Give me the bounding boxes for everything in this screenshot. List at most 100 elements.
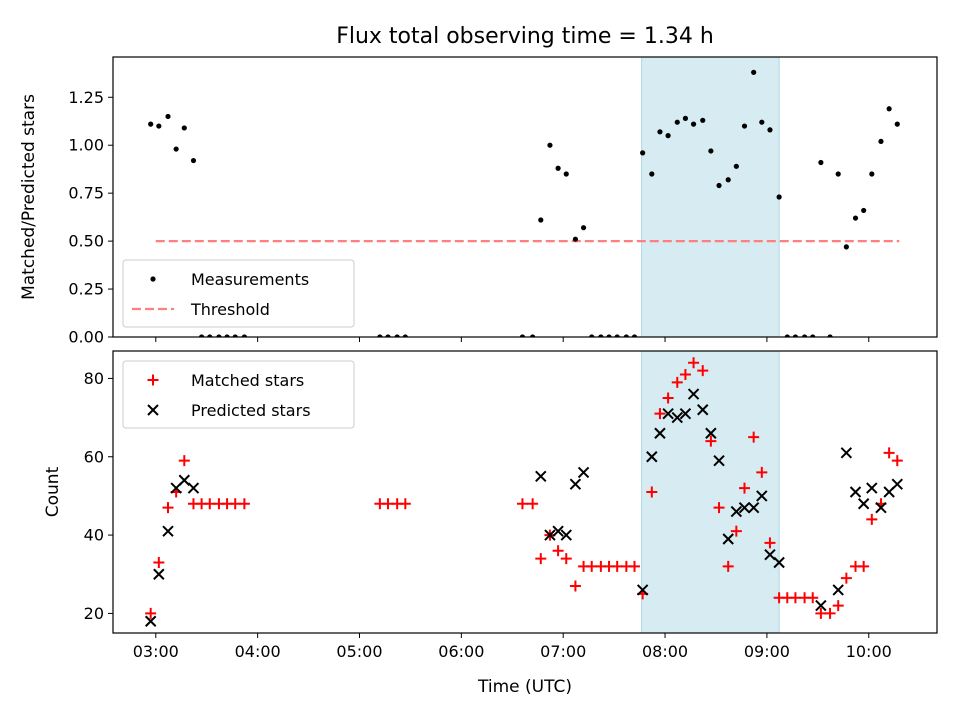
y-tick-label: 40: [84, 526, 104, 545]
matched-star-mark: [738, 482, 750, 494]
predicted-star-mark: [773, 556, 785, 569]
measurement-point: [190, 157, 197, 164]
series-predicted-stars: [144, 388, 903, 627]
predicted-star-mark: [756, 490, 768, 502]
matched-star-mark: [891, 455, 903, 467]
matched-star-mark: [399, 498, 411, 510]
matched-star-mark: [178, 455, 190, 467]
matched-star-mark: [671, 376, 683, 388]
matched-star-mark: [722, 560, 734, 572]
matched-star-mark: [586, 560, 598, 572]
legend: Matched stars Predicted stars: [122, 360, 355, 429]
x-tick-label: 06:00: [438, 642, 484, 661]
predicted-star-mark: [544, 529, 556, 541]
predicted-star-mark: [747, 501, 760, 514]
predicted-star-mark: [815, 599, 827, 612]
measurement-point: [649, 171, 655, 177]
plot-area: [144, 351, 903, 633]
matched-star-mark: [238, 498, 250, 510]
matched-star-mark: [858, 560, 870, 572]
measurement-point: [580, 225, 587, 231]
legend-box: [122, 259, 355, 328]
measurement-point: [377, 334, 383, 337]
predicted-star-mark: [722, 533, 734, 545]
predicted-star-mark: [832, 584, 844, 596]
measurement-point: [725, 177, 731, 183]
measurement-point: [818, 159, 824, 166]
predicted-star-mark: [662, 407, 674, 420]
matched-star-mark: [569, 580, 581, 592]
matched-star-mark: [662, 392, 674, 404]
predicted-star-mark: [153, 568, 165, 580]
legend-label: Matched stars: [191, 371, 304, 390]
measurement-point: [402, 334, 408, 337]
predicted-star-mark: [569, 478, 582, 490]
matched-star-mark: [688, 357, 700, 369]
y-tick-label: 0.00: [68, 328, 104, 347]
measurement-point: [886, 106, 892, 112]
x-tick-label: 08:00: [642, 642, 688, 661]
predicted-star-mark: [646, 451, 658, 463]
predicted-star-mark: [560, 529, 572, 541]
measurement-point: [394, 334, 400, 337]
legend-label: Threshold: [190, 300, 270, 319]
measurement-point: [690, 121, 697, 127]
measurement-point: [148, 121, 154, 127]
legend-matched-marker: [147, 374, 159, 386]
predicted-star-mark: [891, 478, 903, 490]
matched-star-mark: [162, 502, 174, 514]
measurement-point: [614, 334, 620, 337]
predicted-star-mark: [730, 505, 743, 518]
plot-area: [148, 57, 900, 337]
measurement-point: [716, 182, 722, 189]
matched-star-mark: [229, 498, 241, 510]
measurement-point: [224, 334, 230, 337]
x-tick-label: 05:00: [336, 642, 382, 661]
axes-frame: [112, 350, 938, 634]
matched-star-mark: [807, 592, 819, 604]
y-tick-label: 1.25: [68, 88, 104, 107]
matched-star-mark: [756, 466, 768, 478]
predicted-star-mark: [713, 454, 725, 467]
predicted-star-mark: [857, 498, 870, 510]
measurement-point: [894, 121, 900, 127]
y-tick-label: 0.25: [68, 280, 104, 299]
matched-star-mark: [730, 525, 742, 537]
matched-star-mark: [713, 502, 725, 514]
measurement-point: [241, 334, 247, 337]
predicted-star-mark: [738, 501, 751, 514]
predicted-star-mark: [697, 404, 709, 416]
predicted-star-mark: [679, 407, 692, 420]
matched-star-mark: [145, 607, 157, 619]
panel-1: 0.00 0.25 0.50 0.75 1.00 1.25 Matched/Predicte…: [19, 56, 938, 347]
measurement-point: [792, 334, 799, 337]
measurement-point: [665, 133, 671, 139]
predicted-star-mark: [764, 548, 776, 561]
measurement-point: [784, 334, 790, 337]
predicted-star-mark: [654, 427, 666, 439]
predicted-star-mark: [187, 482, 200, 494]
measurement-point: [657, 129, 663, 135]
measurement-point: [173, 146, 179, 152]
measurement-point: [538, 217, 544, 223]
matched-star-mark: [654, 408, 666, 420]
y-tick-label: 20: [84, 604, 104, 623]
matched-star-mark: [840, 572, 852, 584]
x-axis-label: Time (UTC): [477, 677, 572, 697]
measurement-point: [530, 334, 536, 337]
y-tick-label: 0.50: [68, 232, 104, 251]
matched-star-mark: [815, 607, 827, 619]
y-tick-label: 1.00: [68, 136, 104, 155]
measurement-point: [631, 334, 638, 337]
measurement-point: [852, 215, 859, 221]
measurement-point: [767, 127, 773, 133]
predicted-star-mark: [687, 388, 700, 400]
predicted-star-mark: [535, 470, 547, 483]
measurement-point: [776, 194, 782, 200]
measurement-point: [759, 119, 765, 125]
observing-window-shade: [641, 57, 780, 337]
matched-star-mark: [552, 545, 564, 557]
y-axis-label: Matched/Predicted stars: [19, 94, 39, 300]
measurement-point: [674, 119, 680, 125]
predicted-star-mark: [705, 427, 717, 439]
